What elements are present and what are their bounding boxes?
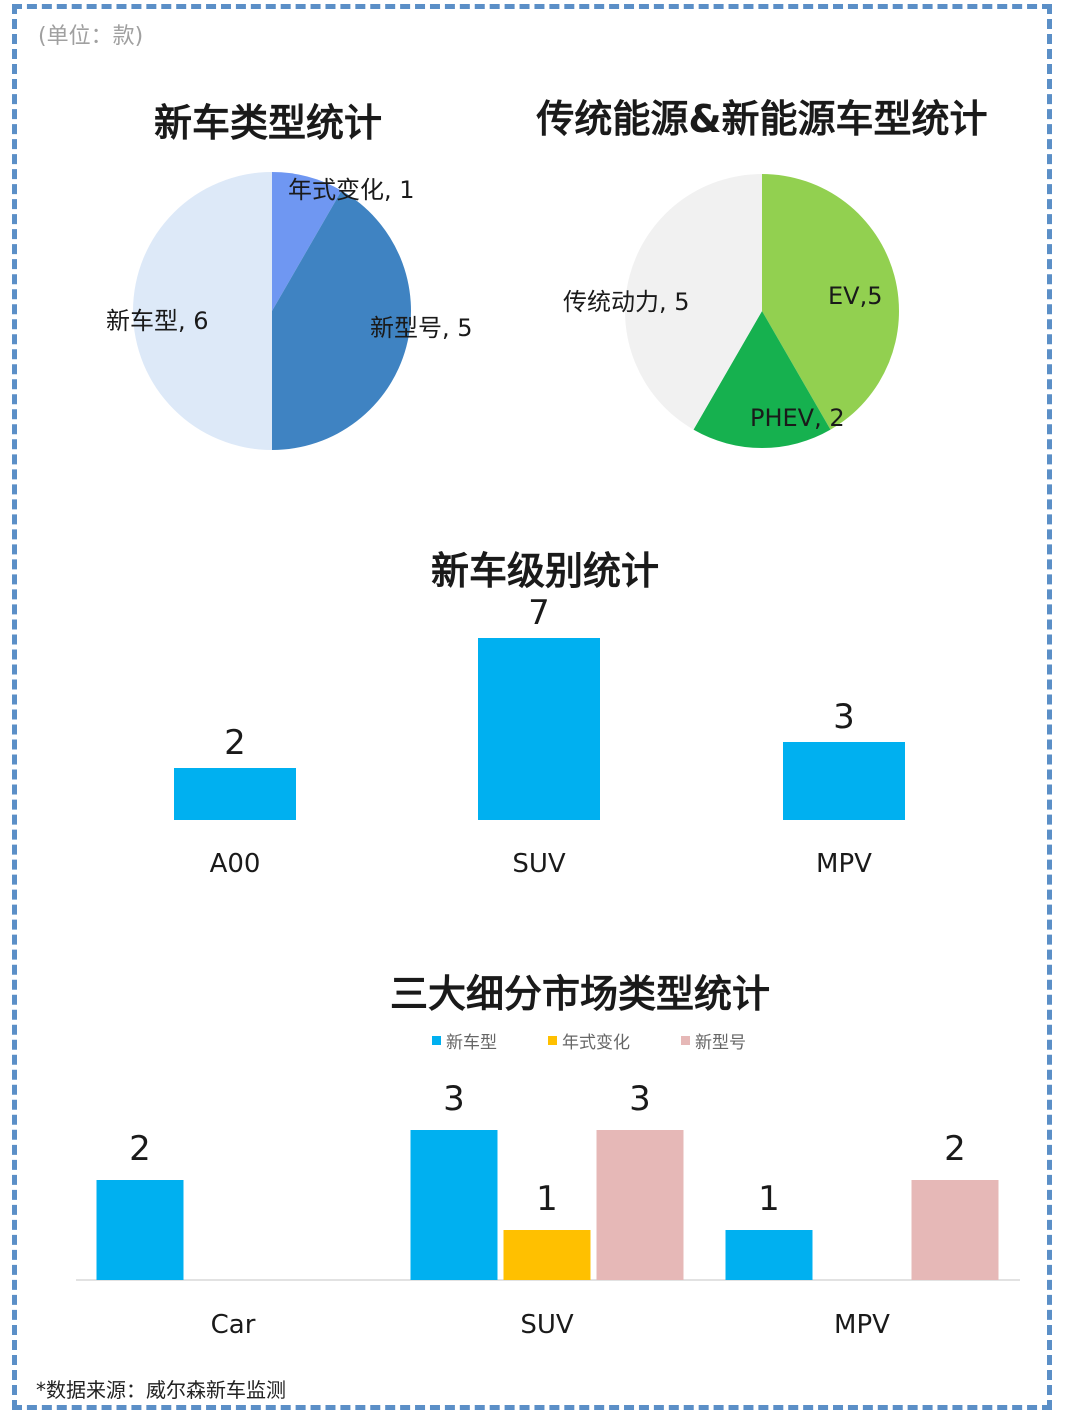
bar2-legend-swatch-2 (681, 1036, 690, 1045)
bar2-bar-0-0 (96, 1180, 184, 1280)
pie2-slice-2 (624, 174, 762, 430)
bar1-category-2: MPV (816, 849, 872, 879)
pie2-slice-1 (693, 311, 831, 448)
pie2-label-2: 传统动力, 5 (563, 288, 690, 316)
unit-note: (单位：款) (38, 24, 144, 49)
bar2-value-2-2: 2 (944, 1129, 966, 1169)
bar2-legend-swatch-0 (432, 1036, 441, 1045)
bar1-value-2: 3 (833, 697, 855, 737)
pie2-label-0: EV,5 (828, 282, 882, 310)
bar2-bar-1-1 (503, 1230, 591, 1280)
bar2-legend-label-2: 新型号 (695, 1033, 746, 1053)
bar2-value-0-2: 1 (758, 1179, 780, 1219)
bar2-category-0: Car (211, 1310, 256, 1340)
pie2-slice-0 (762, 174, 899, 430)
bar1-bar-2 (783, 742, 905, 820)
bar2-title: 三大细分市场类型统计 (389, 972, 770, 1016)
bar2-value-1-1: 1 (536, 1179, 558, 1219)
bar2-bar-2-1 (596, 1130, 684, 1280)
pie1-slice-2 (133, 172, 272, 450)
bar2-value-0-1: 3 (443, 1079, 465, 1119)
pie1-label-2: 新车型, 6 (106, 307, 209, 335)
pie1-slice-0 (272, 172, 342, 311)
bar1-category-0: A00 (210, 849, 261, 879)
bar1-title: 新车级别统计 (430, 549, 659, 593)
bar2-bar-0-1 (410, 1130, 498, 1280)
bar2-legend-label-0: 新车型 (446, 1033, 497, 1053)
pie2-label-1: PHEV, 2 (750, 404, 845, 432)
bar2-legend-swatch-1 (548, 1036, 557, 1045)
pie1-label-0: 年式变化, 1 (288, 176, 415, 204)
bar2-value-0-0: 2 (129, 1129, 151, 1169)
bar2-legend-label-1: 年式变化 (562, 1033, 630, 1053)
bar1-category-1: SUV (512, 849, 566, 879)
pie1-title: 新车类型统计 (153, 101, 382, 145)
bar2-category-2: MPV (834, 1310, 890, 1340)
bar2-category-1: SUV (520, 1310, 574, 1340)
bar1-bar-0 (174, 768, 296, 820)
bar1-value-1: 7 (528, 593, 550, 633)
bar2-bar-0-2 (725, 1230, 813, 1280)
bar1-bar-1 (478, 638, 600, 820)
bar2-value-2-1: 3 (629, 1079, 651, 1119)
bar1-value-0: 2 (224, 723, 246, 763)
pie2-title: 传统能源&新能源车型统计 (536, 97, 988, 141)
pie1-label-1: 新型号, 5 (370, 314, 473, 342)
dashed-frame (12, 4, 1052, 1410)
pie1-slice-1 (272, 190, 411, 450)
bar2-bar-2-2 (911, 1180, 999, 1280)
source-note: *数据来源：威尔森新车监测 (36, 1378, 286, 1402)
